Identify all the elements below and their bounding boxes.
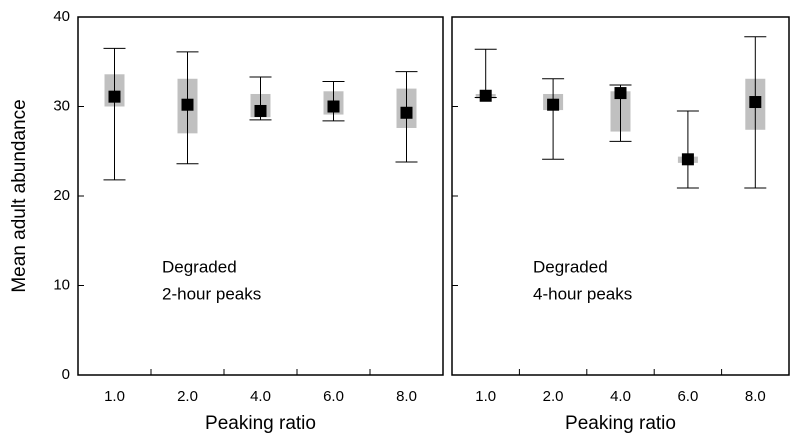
x-tick-label: 1.0 — [104, 388, 125, 405]
y-tick-label: 10 — [53, 276, 70, 293]
x-tick-label: 6.0 — [323, 388, 344, 405]
mean-marker — [479, 89, 492, 102]
x-tick-label: 4.0 — [250, 388, 271, 405]
x-tick-label: 8.0 — [745, 388, 766, 405]
mean-marker — [254, 104, 267, 117]
y-tick-label: 0 — [62, 366, 70, 383]
mean-marker — [681, 153, 694, 166]
plot-frame — [77, 16, 444, 376]
x-tick-label: 1.0 — [475, 388, 496, 405]
mean-marker — [108, 90, 121, 103]
mean-marker — [547, 98, 560, 111]
x-axis-label: Peaking ratio — [205, 413, 316, 434]
y-tick-label: 20 — [53, 187, 70, 204]
y-tick-label: 30 — [53, 97, 70, 114]
x-tick-label: 6.0 — [677, 388, 698, 405]
mean-marker — [614, 87, 627, 100]
y-tick-label: 40 — [53, 8, 70, 25]
mean-marker — [327, 100, 340, 113]
x-tick-label: 8.0 — [396, 388, 417, 405]
x-tick-label: 2.0 — [543, 388, 564, 405]
mean-marker — [749, 96, 762, 109]
annotation: 2-hour peaks — [162, 284, 261, 303]
annotation: Degraded — [162, 257, 237, 276]
plot-frame — [451, 16, 790, 376]
mean-marker — [400, 106, 413, 119]
annotation: Degraded — [533, 257, 608, 276]
y-axis-label: Mean adult abundance — [9, 99, 30, 292]
x-tick-label: 2.0 — [177, 388, 198, 405]
x-axis-label: Peaking ratio — [565, 413, 676, 434]
mean-marker — [181, 98, 194, 111]
x-tick-label: 4.0 — [610, 388, 631, 405]
annotation: 4-hour peaks — [533, 284, 632, 303]
